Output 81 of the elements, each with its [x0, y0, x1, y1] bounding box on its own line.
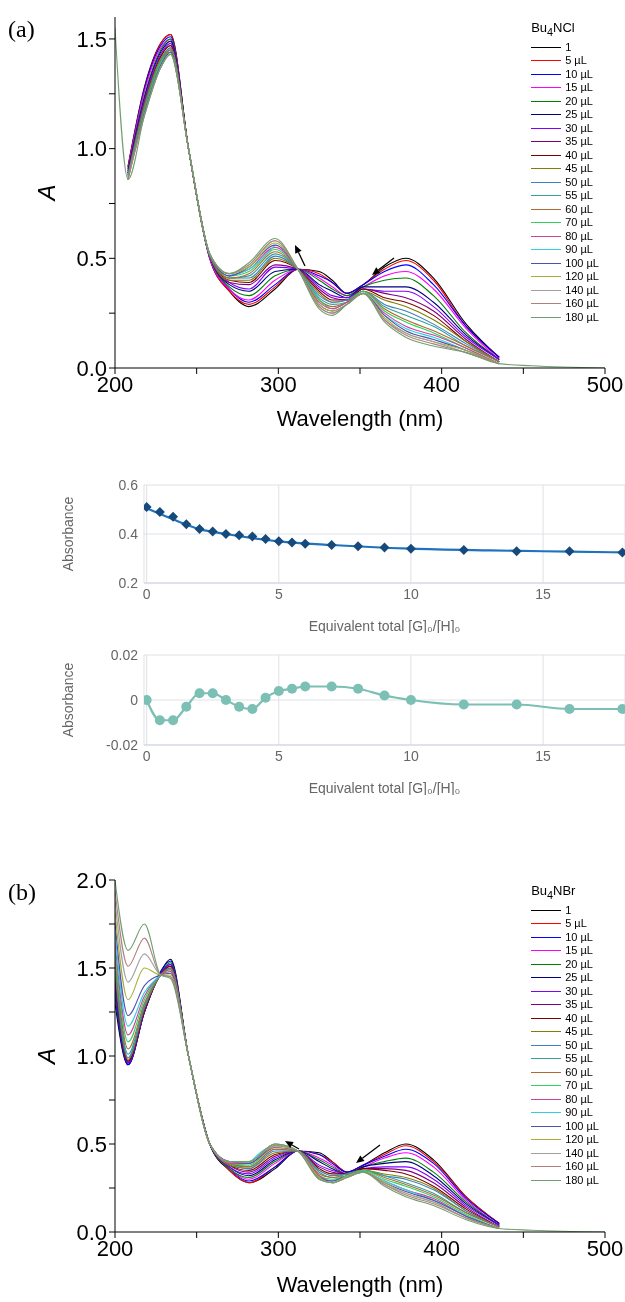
- legend-label: 55 µL: [565, 1052, 593, 1066]
- legend-label: 35 µL: [565, 135, 593, 149]
- x-tick-label: 300: [259, 1235, 297, 1261]
- x-tick-label: 10: [403, 747, 419, 764]
- legend-label: 140 µL: [565, 283, 599, 297]
- x-tick-label: 400: [423, 371, 461, 397]
- x-axis-title: Equivalent total [G]₀/[H]₀: [308, 618, 461, 634]
- legend-label: 180 µL: [565, 310, 599, 324]
- legend-label: 120 µL: [565, 270, 599, 284]
- legend-label: 30 µL: [565, 121, 593, 135]
- legend-label: 120 µL: [565, 1133, 599, 1147]
- legend-label: 140 µL: [565, 1146, 599, 1160]
- legend-label: 30 µL: [565, 984, 593, 998]
- y-axis-title: A: [32, 1047, 60, 1067]
- y-tick-label: 1.5: [76, 26, 107, 52]
- legend-label: 45 µL: [565, 1025, 593, 1039]
- legend-title: Bu$_{4}$NBr: [531, 883, 577, 902]
- legend-label: 1: [565, 903, 572, 917]
- legend-label: 90 µL: [565, 1106, 593, 1120]
- x-tick-label: 0: [142, 585, 151, 602]
- legend-label: 1: [565, 40, 572, 54]
- y-tick-label: 0.02: [110, 646, 139, 663]
- legend-label: 10 µL: [565, 930, 593, 944]
- x-tick-label: 400: [423, 1235, 461, 1261]
- legend-label: 80 µL: [565, 1092, 593, 1106]
- x-axis-title: Equivalent total [G]₀/[H]₀: [308, 780, 461, 796]
- x-axis-title: Wavelength (nm): [276, 406, 444, 431]
- y-tick-label: 0.5: [76, 1131, 107, 1157]
- y-tick-label: 0.2: [118, 574, 139, 591]
- x-tick-label: 300: [259, 371, 297, 397]
- legend-label: 160 µL: [565, 1160, 599, 1174]
- legend-label: 60 µL: [565, 202, 593, 216]
- y-tick-label: 1.0: [76, 136, 107, 162]
- legend-label: 50 µL: [565, 1038, 593, 1052]
- y-tick-label: 0.5: [76, 246, 107, 272]
- legend-label: 80 µL: [565, 229, 593, 243]
- legend-title: Bu$_{4}$NCl: [531, 20, 576, 39]
- y-tick-label: 0: [130, 691, 139, 708]
- y-tick-label: 1.5: [76, 955, 107, 981]
- y-axis-title: Absorbance: [59, 496, 76, 572]
- x-tick-label: 10: [403, 585, 419, 602]
- legend-label: 15 µL: [565, 81, 593, 95]
- y-axis-title: Absorbance: [59, 662, 76, 738]
- legend-label: 100 µL: [565, 256, 599, 270]
- legend-label: 55 µL: [565, 189, 593, 203]
- legend-label: 40 µL: [565, 1011, 593, 1025]
- x-tick-label: 5: [274, 585, 283, 602]
- x-tick-label: 500: [586, 1235, 624, 1261]
- legend-label: 25 µL: [565, 971, 593, 985]
- legend-label: 90 µL: [565, 243, 593, 257]
- legend-label: 50 µL: [565, 175, 593, 189]
- legend-label: 160 µL: [565, 297, 599, 311]
- y-tick-label: -0.02: [106, 736, 139, 753]
- x-axis-title: Wavelength (nm): [276, 1272, 444, 1297]
- legend-label: 180 µL: [565, 1173, 599, 1187]
- chart-title: (b): [8, 879, 36, 906]
- legend-label: 100 µL: [565, 1119, 599, 1133]
- x-tick-label: 15: [535, 585, 552, 602]
- x-tick-label: 15: [535, 747, 552, 764]
- x-tick-label: 500: [586, 371, 624, 397]
- y-tick-label: 0.4: [118, 525, 139, 542]
- legend-label: 45 µL: [565, 162, 593, 176]
- legend-label: 40 µL: [565, 148, 593, 162]
- x-tick-label: 0: [142, 747, 151, 764]
- y-tick-label: 2.0: [76, 867, 107, 893]
- legend-label: 10 µL: [565, 67, 593, 81]
- y-tick-label: 0.6: [118, 476, 139, 493]
- legend-label: 15 µL: [565, 944, 593, 958]
- legend-label: 60 µL: [565, 1065, 593, 1079]
- y-axis-title: A: [32, 184, 60, 203]
- legend-label: 5 µL: [565, 54, 587, 68]
- legend-label: 70 µL: [565, 216, 593, 230]
- legend-label: 5 µL: [565, 917, 587, 931]
- legend-label: 25 µL: [565, 108, 593, 122]
- legend-label: 70 µL: [565, 1079, 593, 1093]
- y-tick-label: 1.0: [76, 1043, 107, 1069]
- x-tick-label: 5: [274, 747, 283, 764]
- legend-label: 35 µL: [565, 998, 593, 1012]
- chart-title: (a): [8, 16, 35, 43]
- legend-label: 20 µL: [565, 957, 593, 971]
- legend-label: 20 µL: [565, 94, 593, 108]
